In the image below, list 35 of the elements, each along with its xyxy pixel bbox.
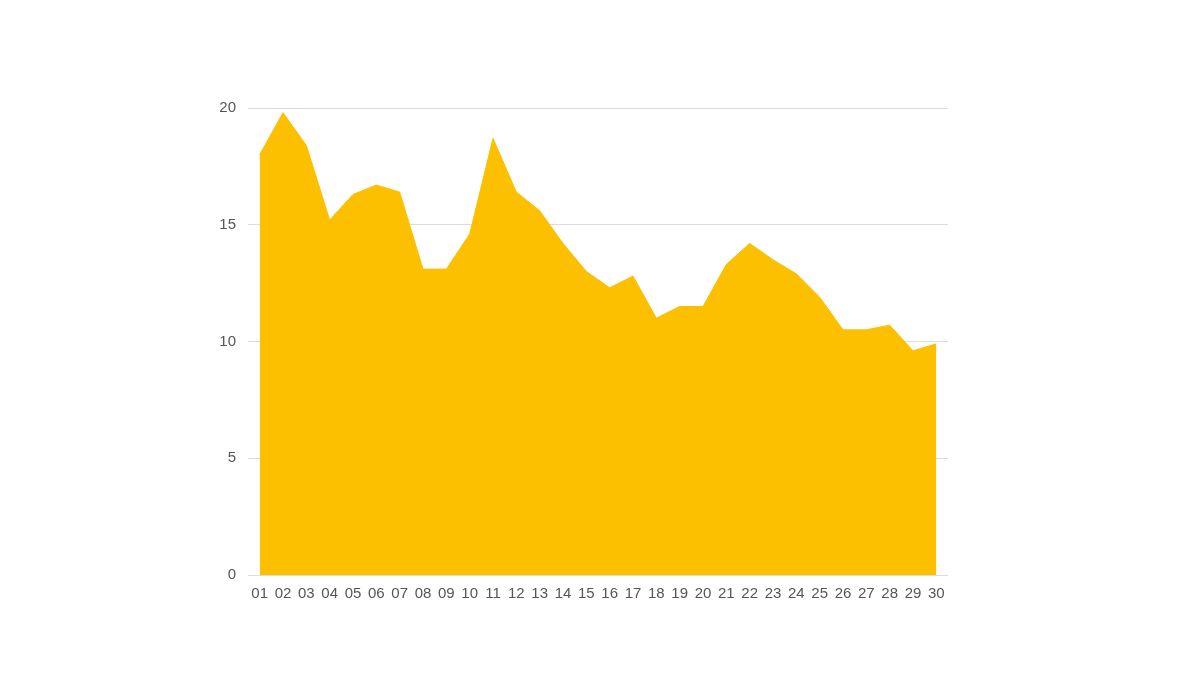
y-tick-label: 10 — [219, 331, 236, 349]
x-tick-label: 30 — [927, 584, 945, 602]
x-tick-label: 01 — [251, 584, 269, 602]
x-tick-label: 26 — [834, 584, 852, 602]
x-tick-label: 21 — [717, 584, 735, 602]
x-tick-label: 17 — [624, 584, 642, 602]
x-tick-label: 24 — [787, 584, 805, 602]
x-tick-label: 18 — [647, 584, 665, 602]
x-tick-label: 06 — [367, 584, 385, 602]
x-tick-label: 15 — [577, 584, 595, 602]
x-tick-label: 25 — [811, 584, 829, 602]
x-tick-label: 08 — [414, 584, 432, 602]
x-tick-label: 22 — [741, 584, 759, 602]
x-tick-label: 10 — [461, 584, 479, 602]
y-tick-label: 20 — [219, 98, 236, 116]
x-tick-label: 29 — [904, 584, 922, 602]
x-tick-label: 27 — [857, 584, 875, 602]
y-tick-label: 0 — [227, 565, 236, 583]
x-tick-label: 14 — [554, 584, 572, 602]
x-tick-label: 09 — [437, 584, 455, 602]
x-tick-label: 05 — [344, 584, 362, 602]
x-tick-label: 13 — [531, 584, 549, 602]
y-tick-label: 15 — [219, 214, 236, 232]
x-tick-label: 23 — [764, 584, 782, 602]
x-tick-label: 11 — [485, 584, 501, 602]
x-tick-label: 02 — [274, 584, 292, 602]
x-tick-label: 28 — [881, 584, 899, 602]
x-tick-label: 04 — [321, 584, 339, 602]
x-tick-label: 19 — [671, 584, 689, 602]
y-tick-label: 5 — [227, 448, 236, 466]
x-tick-label: 07 — [391, 584, 409, 602]
x-tick-label: 16 — [601, 584, 619, 602]
x-tick-label: 20 — [694, 584, 712, 602]
x-tick-label: 03 — [297, 584, 315, 602]
x-tick-label: 12 — [507, 584, 525, 602]
